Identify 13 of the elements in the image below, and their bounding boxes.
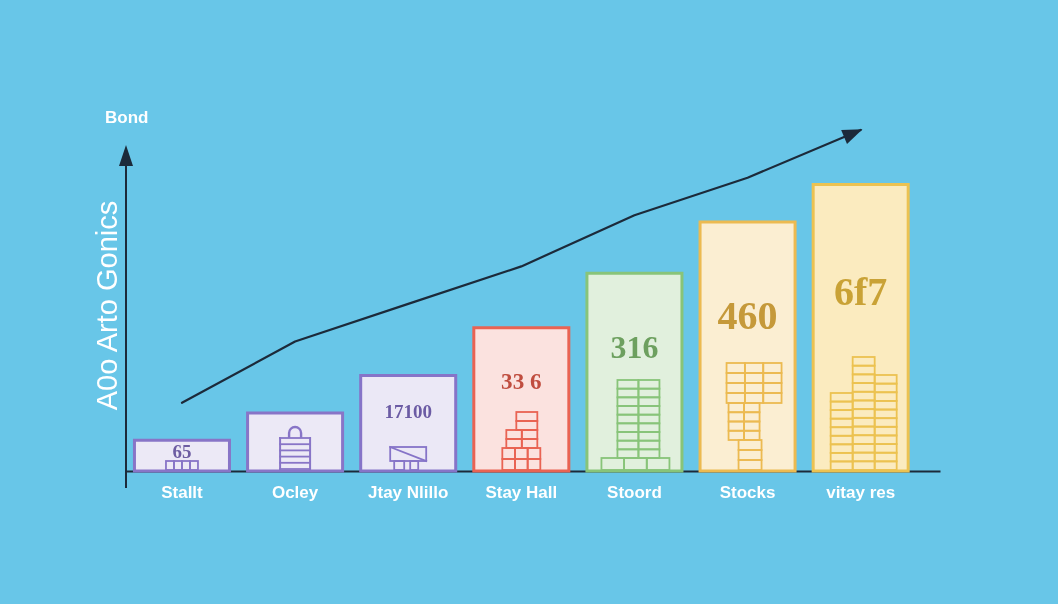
y-axis-title: A0o Arto Gonics bbox=[90, 200, 123, 411]
bar bbox=[132, 438, 231, 473]
x-tick-label: Stallt bbox=[161, 482, 204, 502]
x-tick-label: Stocks bbox=[719, 482, 776, 502]
annotation: 65 bbox=[172, 440, 192, 462]
x-tick-label: vitay res bbox=[826, 482, 896, 502]
x-tick-label: Jtay Nlillo bbox=[368, 482, 449, 502]
x-tick-label: Ocley bbox=[271, 482, 319, 502]
x-tick-label: Stay Hall bbox=[485, 482, 558, 502]
chart-title: Bond bbox=[105, 107, 149, 127]
annotation: 17100 bbox=[384, 400, 432, 422]
x-tick-label: Stoord bbox=[607, 482, 662, 502]
bar bbox=[246, 411, 345, 473]
